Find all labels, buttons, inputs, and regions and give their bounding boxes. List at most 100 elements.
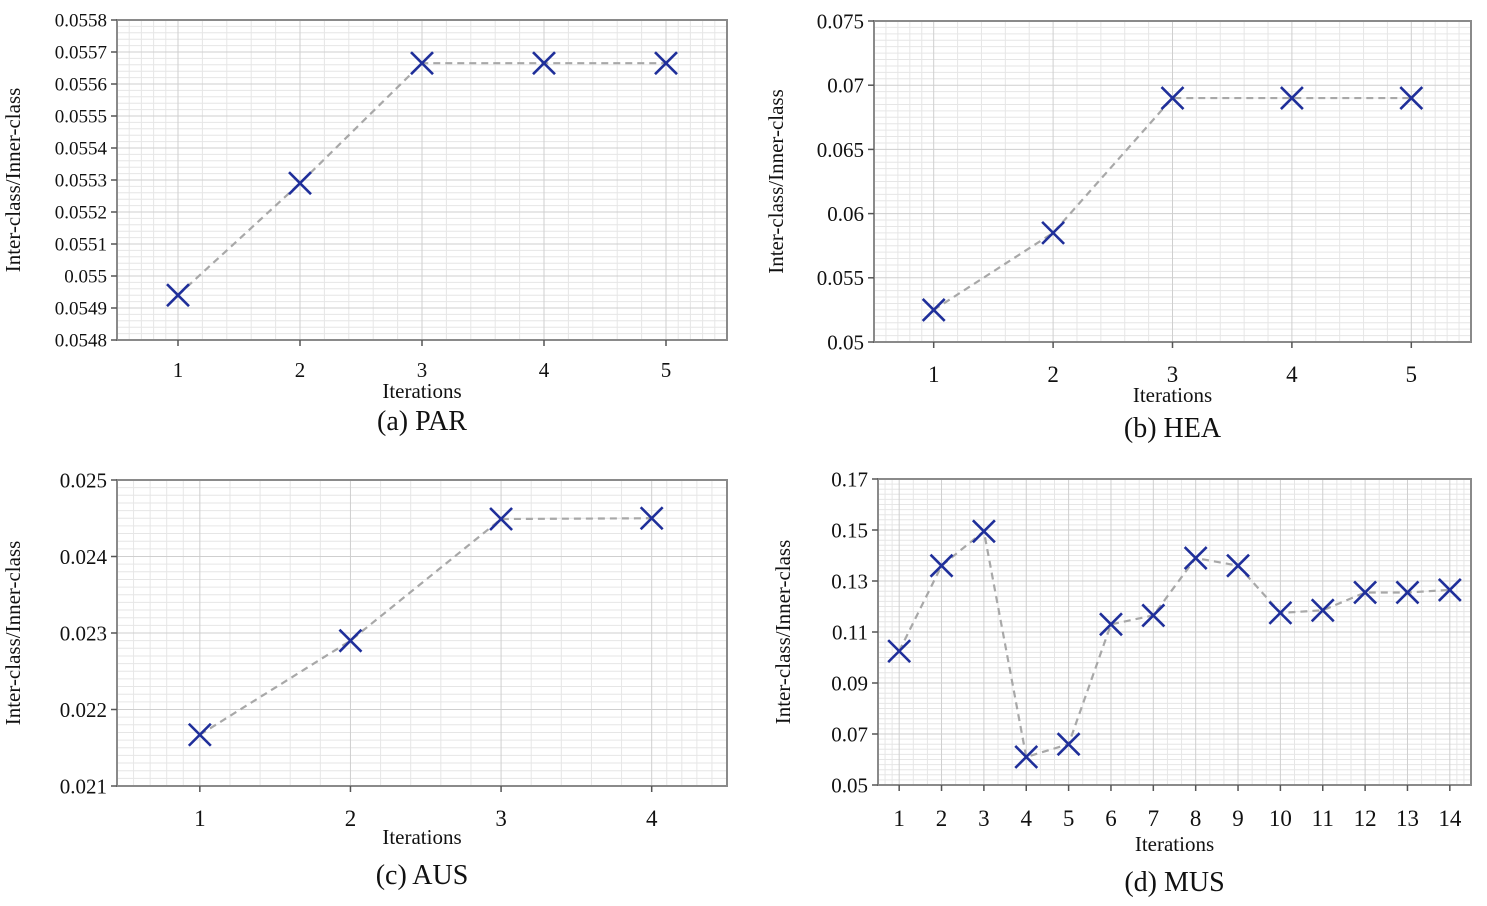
x-tick-label: 4 xyxy=(1021,806,1033,831)
x-tick-label: 6 xyxy=(1105,806,1117,831)
x-tick-label: 5 xyxy=(1063,806,1075,831)
marker-stroke xyxy=(1268,600,1293,625)
chart-caption: (a) PAR xyxy=(377,406,467,437)
data-point-marker xyxy=(1279,86,1304,110)
y-tick-label: 0.021 xyxy=(60,774,107,798)
x-tick-label: 4 xyxy=(1286,362,1298,387)
x-axis-label: Iterations xyxy=(382,825,461,849)
marker-stroke xyxy=(1395,580,1420,605)
y-axis-label: Inter-class/Inner-class xyxy=(1,541,25,726)
y-tick-label: 0.022 xyxy=(60,698,107,722)
y-tick-label: 0.0555 xyxy=(55,107,107,128)
data-point-marker xyxy=(1268,600,1293,625)
y-tick-label: 0.17 xyxy=(831,467,868,491)
marker-stroke xyxy=(489,507,513,531)
data-point-marker xyxy=(654,51,678,76)
x-tick-label: 2 xyxy=(1047,362,1059,387)
x-tick-label: 3 xyxy=(1167,362,1179,387)
chart-panel-2: 0.05 0.055 0.06 0.065 0.07 0.075 1 2 3 4 5 Iteratio… xyxy=(764,9,1472,444)
series-line xyxy=(933,96,1412,311)
marker-stroke xyxy=(1056,732,1081,757)
data-point-marker xyxy=(1437,578,1462,602)
y-tick-label: 0.0551 xyxy=(55,235,107,256)
x-tick-label: 7 xyxy=(1148,806,1160,831)
x-tick-label: 1 xyxy=(928,362,940,387)
x-tick-label: 1 xyxy=(893,806,905,831)
data-point-marker xyxy=(921,297,946,322)
chart-caption: (b) HEA xyxy=(1124,413,1222,444)
data-point-marker xyxy=(929,553,954,578)
marker-stroke xyxy=(1226,553,1250,578)
x-tick-label: 1 xyxy=(194,806,206,831)
y-tick-label: 0.11 xyxy=(832,620,868,644)
marker-stroke xyxy=(654,51,678,76)
y-axis-label: Inter-class/Inner-class xyxy=(1,88,25,273)
marker-stroke xyxy=(887,639,912,664)
y-tick-label: 0.065 xyxy=(817,138,864,162)
marker-stroke xyxy=(929,553,954,578)
y-tick-label: 0.055 xyxy=(817,266,864,290)
chart-panel-1: 0.0548 0.0549 0.055 0.0551 0.0552 0.0553 0.055… xyxy=(1,11,728,437)
data-point-marker xyxy=(1099,612,1123,637)
y-tick-label: 0.09 xyxy=(831,671,868,695)
marker-stroke xyxy=(410,51,434,76)
x-tick-label: 14 xyxy=(1438,806,1462,831)
y-tick-label: 0.0558 xyxy=(55,11,107,32)
data-point-marker xyxy=(288,171,312,196)
y-tick-label: 0.0554 xyxy=(55,139,108,160)
y-tick-label: 0.06 xyxy=(827,202,864,226)
marker-stroke xyxy=(1310,598,1335,623)
marker-stroke xyxy=(288,171,312,196)
y-tick-label: 0.075 xyxy=(817,9,864,33)
data-point-marker xyxy=(489,507,513,531)
chart-panel-3: 0.021 0.022 0.023 0.024 0.025 1 2 3 4 Iterations I… xyxy=(1,468,728,891)
x-tick-label: 5 xyxy=(1406,362,1418,387)
marker-stroke xyxy=(1437,578,1462,602)
x-tick-label: 4 xyxy=(539,358,550,382)
x-tick-label: 4 xyxy=(646,806,658,831)
x-tick-label: 12 xyxy=(1354,806,1377,831)
x-tick-label: 8 xyxy=(1190,806,1202,831)
x-tick-label: 2 xyxy=(345,806,357,831)
marker-stroke xyxy=(338,628,363,653)
y-tick-label: 0.0556 xyxy=(55,75,107,96)
marker-stroke xyxy=(1279,86,1304,110)
marker-stroke xyxy=(921,297,946,322)
x-tick-label: 2 xyxy=(936,806,948,831)
chart-caption: (d) MUS xyxy=(1124,867,1224,898)
data-point-marker xyxy=(410,51,434,76)
data-point-marker xyxy=(1226,553,1250,578)
y-tick-label: 0.0549 xyxy=(55,299,107,320)
data-point-marker xyxy=(1141,603,1166,628)
data-point-marker xyxy=(166,283,190,308)
x-axis-label: Iterations xyxy=(382,379,461,403)
x-tick-label: 3 xyxy=(495,806,507,831)
series-line xyxy=(898,529,1450,759)
marker-stroke xyxy=(187,722,212,747)
data-point-marker xyxy=(1395,580,1420,605)
marker-stroke xyxy=(166,283,190,308)
marker-stroke xyxy=(532,51,556,76)
y-tick-label: 0.0548 xyxy=(55,331,107,352)
x-tick-label: 3 xyxy=(417,358,428,382)
marker-stroke xyxy=(1183,546,1208,570)
chart-panel-4: 0.050.070.090.110.130.150.171 2 3 4 5 6 7 8 9 10 1… xyxy=(771,467,1472,898)
data-point-marker xyxy=(1399,86,1424,110)
marker-stroke xyxy=(1099,612,1123,637)
data-point-marker xyxy=(971,519,996,544)
series-line xyxy=(199,517,652,736)
data-point-marker xyxy=(639,506,664,531)
y-axis-label: Inter-class/Inner-class xyxy=(764,89,788,274)
y-tick-label: 0.055 xyxy=(64,267,107,288)
y-tick-label: 0.13 xyxy=(831,569,868,593)
marker-stroke xyxy=(1353,580,1378,605)
data-point-marker xyxy=(1160,86,1185,110)
data-point-marker xyxy=(1310,598,1335,623)
data-point-marker xyxy=(1353,580,1378,605)
x-tick-label: 9 xyxy=(1232,806,1244,831)
y-tick-label: 0.0557 xyxy=(55,43,107,64)
data-point-marker xyxy=(1183,546,1208,570)
marker-stroke xyxy=(1014,745,1039,769)
data-point-marker xyxy=(338,628,363,653)
